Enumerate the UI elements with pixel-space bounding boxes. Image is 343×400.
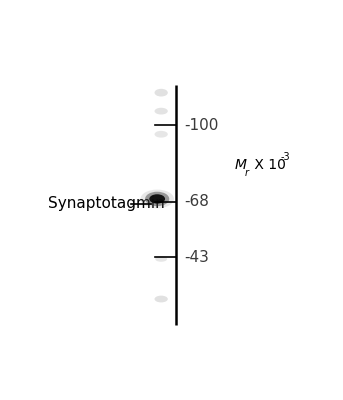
Ellipse shape bbox=[140, 190, 174, 208]
Ellipse shape bbox=[154, 89, 168, 96]
Text: r: r bbox=[245, 168, 249, 178]
Ellipse shape bbox=[149, 194, 165, 204]
Ellipse shape bbox=[154, 296, 168, 302]
Ellipse shape bbox=[155, 256, 167, 262]
Text: -100: -100 bbox=[184, 118, 218, 132]
Text: -68: -68 bbox=[184, 194, 209, 210]
Ellipse shape bbox=[154, 131, 168, 138]
Text: M: M bbox=[234, 158, 246, 172]
Text: -3: -3 bbox=[281, 152, 291, 162]
Ellipse shape bbox=[145, 192, 169, 206]
Ellipse shape bbox=[154, 108, 168, 114]
Text: Synaptotagmin: Synaptotagmin bbox=[48, 196, 165, 211]
Text: -43: -43 bbox=[184, 250, 209, 265]
Text: X 10: X 10 bbox=[250, 158, 286, 172]
